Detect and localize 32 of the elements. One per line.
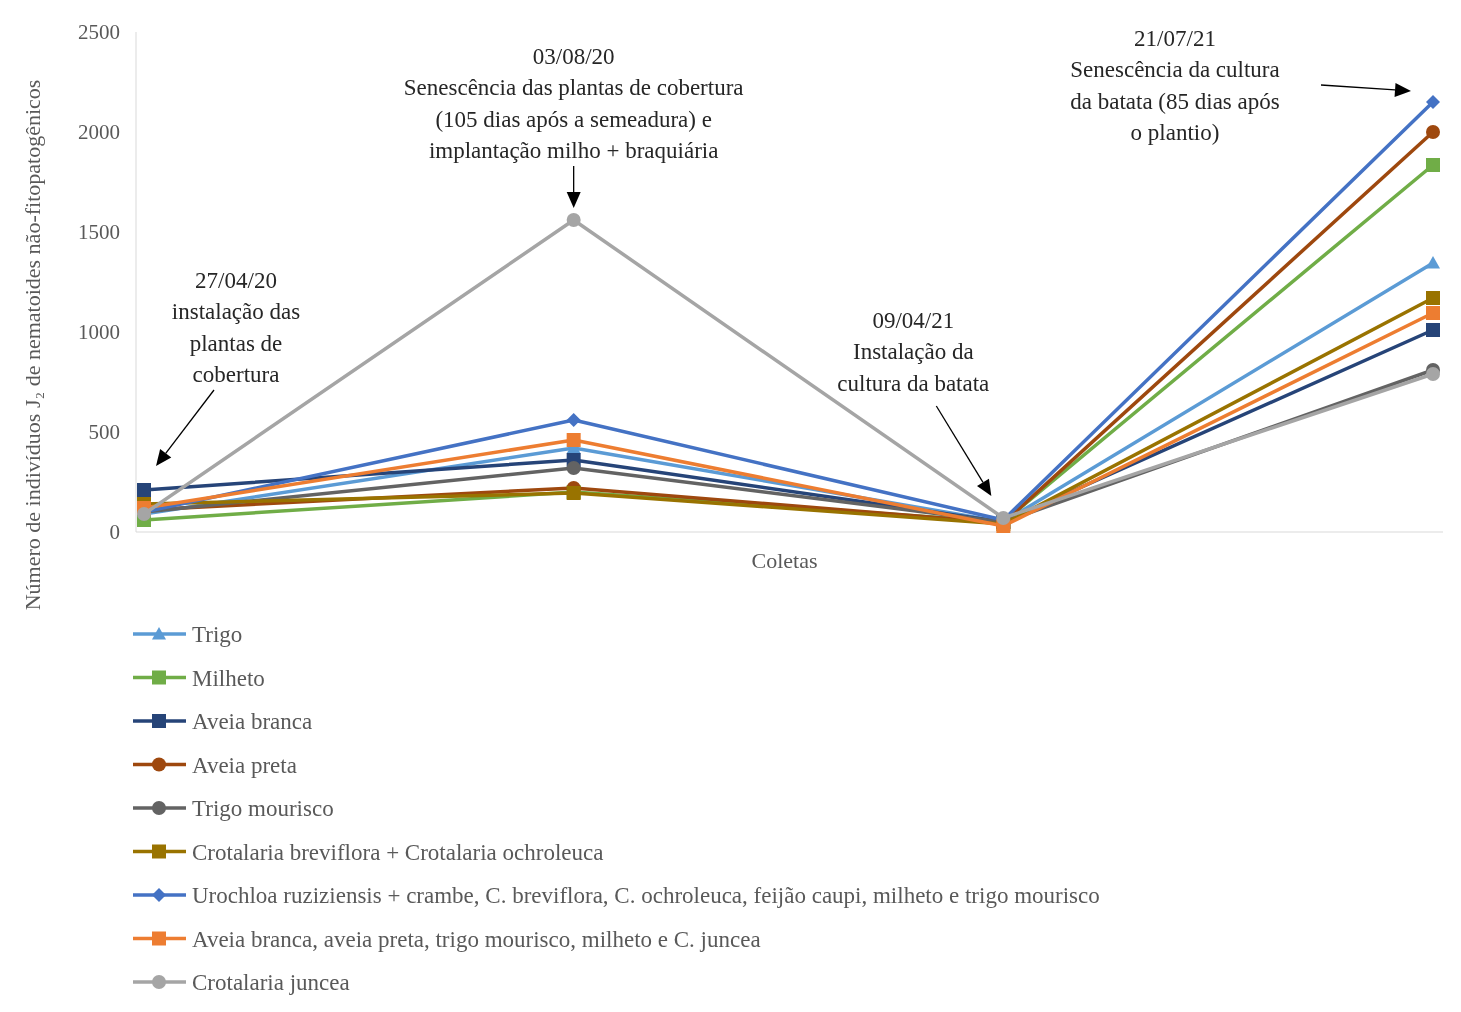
- y-tick-label: 0: [109, 520, 120, 545]
- legend-label: Milheto: [192, 665, 265, 691]
- point: [566, 213, 581, 227]
- y-tick-label: 1500: [78, 220, 120, 245]
- legend-label: Crotalaria juncea: [192, 970, 350, 996]
- legend-label: Aveia branca, aveia preta, trigo mourisco, milheto e C. juncea: [192, 926, 761, 952]
- legend-label: Trigo: [192, 622, 243, 648]
- point: [1426, 291, 1440, 305]
- annotation: 21/07/21 Senescência da cultura da batata (85 dias após o plantio): [1070, 26, 1280, 145]
- point: [137, 483, 151, 497]
- y-tick-label: 1000: [78, 320, 120, 345]
- point: [1426, 95, 1440, 109]
- point: [1426, 367, 1440, 381]
- y-axis-title: Número de indivíduos J₂ de nematoides não-fitopatogênicos: [20, 79, 45, 611]
- legend-label: Aveia preta: [192, 752, 297, 778]
- point: [566, 461, 581, 475]
- annotation: 09/04/21 Instalação da cultura da batata: [837, 308, 990, 396]
- annotation: 03/08/20 Senescência das plantas de cobertura (105 dias após a semeadura) e implantação milho + braquiária: [403, 44, 744, 163]
- point: [1426, 323, 1440, 337]
- point: [1426, 306, 1440, 320]
- point: [566, 413, 581, 427]
- legend-label: Aveia branca: [192, 709, 313, 735]
- annotation: 27/04/20 instalação das plantas de cobertura: [171, 268, 301, 387]
- legend-label: Urochloa ruziziensis + crambe, C. breviflora, C. ochroleuca, feijão caupi, milheto e trigo mourisco: [192, 883, 1100, 909]
- y-tick-label: 2000: [78, 120, 120, 145]
- y-tick-label: 500: [88, 420, 120, 445]
- legend-label: Trigo mourisco: [192, 796, 334, 822]
- legend-label: Crotalaria breviflora + Crotalaria ochroleuca: [192, 839, 604, 865]
- point: [1426, 158, 1440, 172]
- point: [1426, 125, 1440, 139]
- y-tick-label: 2500: [78, 20, 120, 45]
- x-axis-title: Coletas: [751, 548, 818, 573]
